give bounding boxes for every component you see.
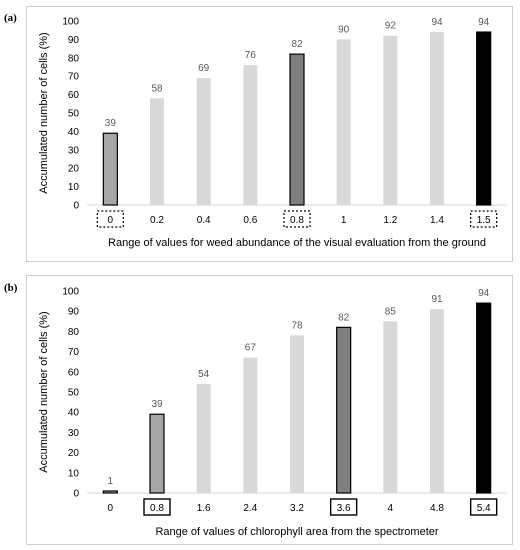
y-tick-label: 40	[68, 408, 80, 419]
highlight-box	[470, 210, 498, 228]
y-axis-title: Accumulated number of cells (%)	[38, 311, 50, 472]
y-tick-label: 100	[62, 287, 79, 298]
highlight-box	[143, 498, 171, 516]
data-label: 91	[431, 294, 443, 305]
y-tick-label: 20	[68, 448, 80, 459]
x-tick-label: 0.8	[150, 503, 164, 514]
bar	[476, 31, 492, 206]
data-label: 92	[385, 21, 397, 32]
y-tick-label: 90	[68, 35, 80, 46]
y-tick-label: 80	[68, 53, 80, 64]
data-label: 39	[151, 399, 163, 410]
y-tick-label: 100	[62, 17, 79, 28]
x-tick-label: 0.4	[197, 215, 211, 226]
x-tick-label: 5.4	[477, 503, 491, 514]
x-tick-label: 0.8	[290, 215, 304, 226]
data-label: 85	[385, 306, 397, 317]
bar	[383, 321, 398, 493]
data-label: 94	[478, 288, 490, 299]
y-tick-label: 70	[68, 72, 80, 83]
x-tick-label: 4	[388, 503, 394, 514]
bar	[102, 132, 118, 206]
y-tick-label: 70	[68, 347, 80, 358]
data-label: 82	[291, 39, 303, 50]
y-tick-label: 50	[68, 388, 80, 399]
bar	[383, 35, 398, 205]
bar	[290, 335, 304, 493]
x-tick-label: 1.6	[197, 503, 211, 514]
bar	[476, 302, 492, 494]
data-label: 69	[198, 63, 210, 74]
data-label: 78	[291, 320, 303, 331]
x-tick-label: 4.8	[430, 503, 444, 514]
bar	[336, 39, 351, 206]
x-tick-label: 0	[108, 503, 114, 514]
x-tick-label: 1.4	[430, 215, 444, 226]
bar	[150, 98, 164, 205]
x-tick-label: 1	[341, 215, 347, 226]
y-tick-label: 20	[68, 164, 80, 175]
chart-b: Accumulated number of cells (%)010203040…	[38, 287, 507, 538]
bar	[336, 326, 352, 494]
x-tick-label: 1.2	[383, 215, 397, 226]
bar	[149, 413, 165, 494]
highlight-box	[283, 210, 311, 228]
data-label: 67	[245, 343, 257, 354]
bar	[102, 490, 118, 494]
data-label: 1	[108, 476, 114, 487]
y-tick-label: 50	[68, 109, 80, 120]
data-label: 94	[478, 17, 490, 28]
y-tick-label: 30	[68, 428, 80, 439]
x-tick-label: 3.2	[290, 503, 304, 514]
x-axis-title: Range of values for weed abundance of th…	[108, 237, 486, 249]
x-tick-label: 2.4	[243, 503, 257, 514]
x-tick-label: 1.5	[477, 215, 491, 226]
chart-a: Accumulated number of cells (%)010203040…	[38, 17, 507, 249]
x-tick-label: 3.6	[337, 503, 351, 514]
highlight-box	[329, 498, 358, 516]
x-tick-label: 0.2	[150, 215, 164, 226]
chart-a-container: Accumulated number of cells (%) 0 10 20 30 40…	[26, 6, 513, 262]
x-tick-label: 0	[108, 215, 114, 226]
data-label: 39	[105, 118, 117, 129]
y-tick-label: 10	[68, 468, 80, 479]
x-tick-label: 0.6	[243, 215, 257, 226]
chart-b-container: Accumulated number of cells (%) 0 10 20 30 40…	[26, 275, 513, 545]
y-tick-label: 0	[73, 489, 79, 500]
data-label: 54	[198, 369, 210, 380]
panel-a-label: (a)	[4, 12, 17, 24]
bar	[243, 65, 258, 205]
bar	[430, 32, 444, 205]
y-tick-label: 60	[68, 90, 80, 101]
data-label: 76	[245, 50, 257, 61]
data-label: 82	[338, 312, 350, 323]
highlight-box	[96, 210, 124, 228]
bar	[243, 357, 258, 493]
y-axis-title: Accumulated number of cells (%)	[38, 32, 50, 193]
bar	[430, 309, 444, 493]
y-tick-label: 30	[68, 145, 80, 156]
data-label: 94	[431, 17, 443, 28]
bar	[289, 53, 305, 206]
y-tick-label: 60	[68, 367, 80, 378]
data-label: 90	[338, 24, 350, 35]
highlight-box	[469, 498, 498, 516]
bar	[196, 383, 211, 493]
y-tick-label: 0	[73, 201, 79, 212]
y-tick-label: 40	[68, 127, 80, 138]
bar	[196, 78, 211, 205]
panel-b-label: (b)	[4, 282, 18, 294]
y-tick-label: 10	[68, 182, 80, 193]
data-label: 58	[151, 83, 163, 94]
x-axis-title: Range of values of chlorophyll area from…	[155, 526, 438, 538]
y-tick-label: 90	[68, 307, 80, 318]
y-tick-label: 80	[68, 327, 80, 338]
